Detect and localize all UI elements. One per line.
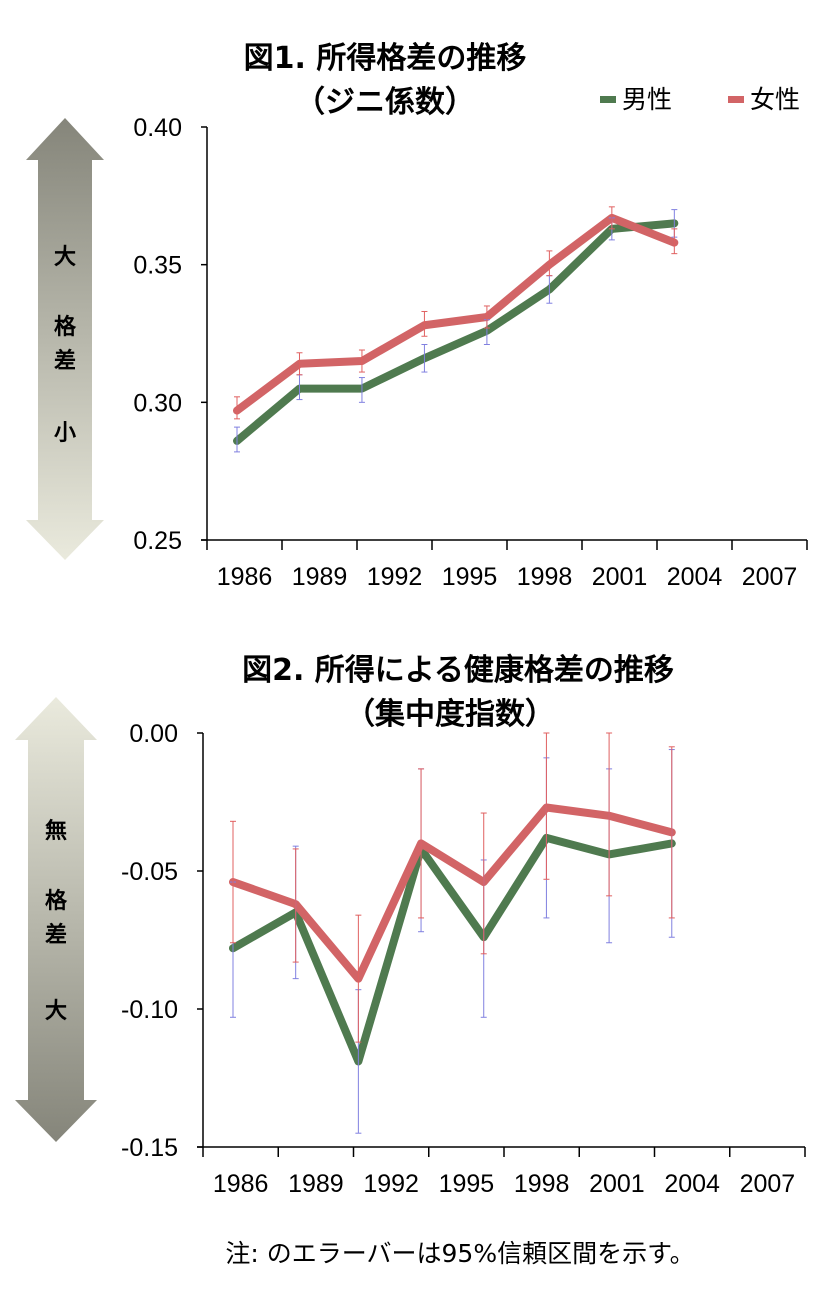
arrow2-mid1-label: 格 (45, 888, 68, 914)
chart1-subtitle: （ジニ係数） (295, 85, 475, 120)
series-line-male (233, 219, 679, 445)
y-tick-label: -0.15 (121, 1134, 178, 1162)
y-tick-label: 0.00 (129, 720, 178, 748)
chart1-title: 図1. 所得格差の推移 (244, 41, 527, 76)
chart2-title: 図2. 所得による健康格差の推移 (242, 653, 674, 688)
series-line-female (233, 213, 679, 415)
x-tick-label: 1989 (288, 1170, 344, 1198)
y-tick-label: 0.25 (133, 527, 182, 555)
x-tick-label: 2007 (740, 1170, 796, 1198)
x-tick-label: 2004 (664, 1170, 720, 1198)
chart2-subtitle: （集中度指数） (345, 697, 555, 732)
arrow2-bottom-label: 大 (45, 999, 67, 1024)
legend-male-swatch (600, 96, 616, 103)
x-tick-label: 2001 (592, 563, 648, 591)
x-tick-label: 1995 (442, 563, 498, 591)
x-tick-label: 2007 (742, 563, 798, 591)
x-tick-label: 1986 (217, 563, 273, 591)
x-tick-label: 1986 (213, 1170, 269, 1198)
y-tick-label: -0.05 (121, 858, 178, 886)
arrow1-top-label: 大 (54, 245, 76, 270)
y-tick-label: 0.35 (133, 252, 182, 280)
footnote: 注: のエラーバーは95%信頼区間を示す。 (225, 1239, 694, 1268)
legend-female-swatch (728, 96, 744, 103)
arrow1-mid2-label: 差 (54, 348, 76, 374)
x-tick-label: 1995 (439, 1170, 495, 1198)
y-tick-label: 0.30 (133, 389, 182, 417)
series-line-male (229, 833, 676, 1066)
x-tick-label: 1998 (514, 1170, 570, 1198)
arrow1-mid1-label: 格 (54, 314, 77, 340)
x-tick-label: 2001 (589, 1170, 645, 1198)
x-tick-label: 1992 (367, 563, 423, 591)
double-arrow-icon (15, 697, 97, 1142)
x-tick-label: 2004 (667, 563, 723, 591)
arrow2-mid2-label: 差 (45, 922, 67, 948)
double-arrow-icon (26, 118, 104, 560)
x-tick-label: 1998 (517, 563, 573, 591)
legend-male-label: 男性 (622, 85, 672, 114)
chart2-plot: 0.00 -0.05 -0.10 -0.15 1986 1989 1992 1995 1998 2… (121, 720, 806, 1198)
series-line-female (229, 803, 676, 983)
legend-female-label: 女性 (750, 85, 800, 114)
x-tick-label: 1989 (292, 563, 348, 591)
y-tick-label: 0.40 (133, 114, 182, 142)
y-tick-label: -0.10 (121, 996, 178, 1024)
x-tick-label: 1992 (363, 1170, 419, 1198)
arrow2-top-label: 無 (45, 818, 67, 844)
chart1-plot: 0.40 0.35 0.30 0.25 1986 1989 1992 1995 1998 2001… (133, 114, 808, 591)
arrow1-bottom-label: 小 (54, 421, 76, 446)
